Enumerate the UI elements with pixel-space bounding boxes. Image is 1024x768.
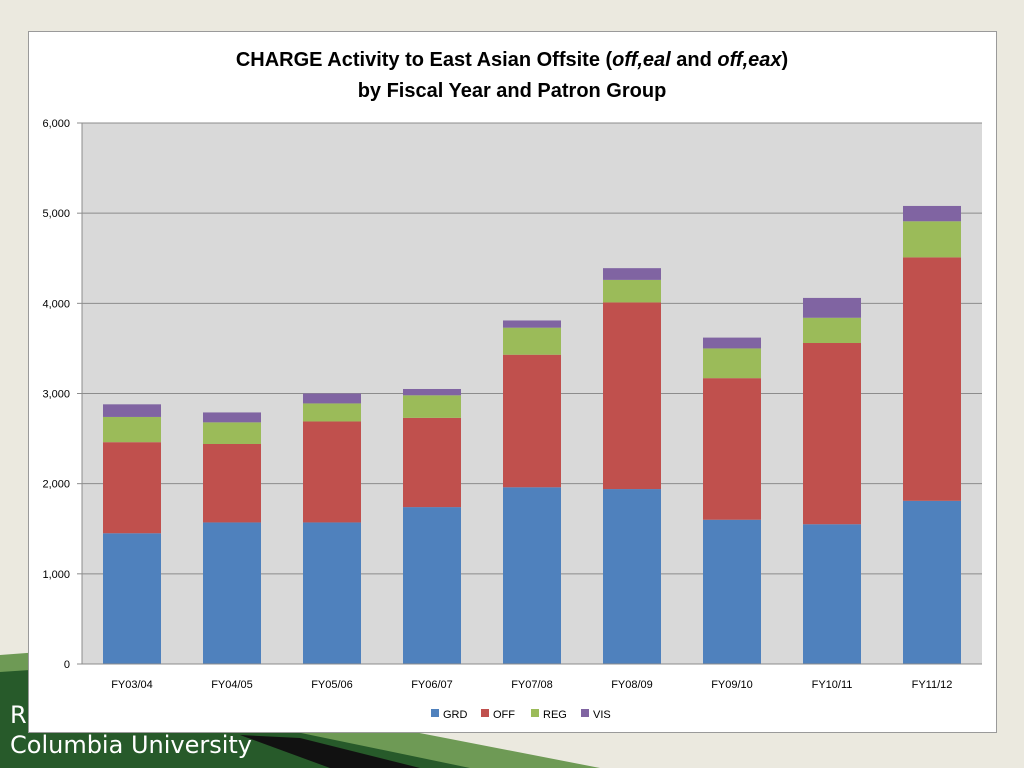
legend-swatch-off [481, 709, 489, 717]
chart-frame: CHARGE Activity to East Asian Offsite (o… [28, 31, 997, 733]
bar-segment-grd [303, 522, 361, 664]
bar-segment-reg [803, 317, 861, 344]
y-tick-label: 6,000 [42, 118, 70, 130]
y-tick-label: 4,000 [42, 298, 70, 310]
chart-title: CHARGE Activity to East Asian Offsite (o… [236, 49, 788, 102]
organization-line-1: R [10, 701, 27, 729]
x-tick-label: FY03/04 [111, 679, 153, 691]
bar-segment-grd [603, 489, 661, 664]
chart-title-span: CHARGE Activity to East Asian Offsite ( [236, 49, 613, 71]
bar-segment-reg [103, 416, 161, 443]
bar-segment-grd [103, 533, 161, 664]
x-tick-label: FY07/08 [511, 679, 553, 691]
bar-segment-off [203, 443, 261, 523]
bar-segment-grd [903, 500, 961, 664]
legend-label-off: OFF [493, 709, 515, 721]
chart-title-span: by Fiscal Year and Patron Group [358, 80, 667, 102]
bar-segment-off [803, 343, 861, 525]
y-axis: 0 1,000 2,000 3,000 4,000 5,000 6,000 [42, 118, 83, 671]
bar-segment-reg [603, 279, 661, 303]
bar-segment-off [503, 354, 561, 488]
x-tick-label: FY05/06 [311, 679, 353, 691]
bar-segment-grd [703, 519, 761, 664]
bar-segment-reg [503, 327, 561, 355]
bar-segment-off [103, 442, 161, 534]
bar-segment-off [703, 378, 761, 520]
bar-segment-vis [603, 268, 661, 280]
y-tick-label: 1,000 [42, 569, 70, 581]
bar-segment-off [403, 417, 461, 508]
legend-label-grd: GRD [443, 709, 468, 721]
bar-segment-off [903, 257, 961, 501]
bar-segment-grd [403, 507, 461, 664]
y-tick-label: 3,000 [42, 389, 70, 401]
bar-segment-reg [303, 403, 361, 422]
bar-segment-grd [203, 522, 261, 664]
x-tick-label: FY08/09 [611, 679, 653, 691]
bar-segment-vis [803, 297, 861, 318]
decor-black-band [240, 735, 420, 768]
bar-segment-vis [303, 393, 361, 404]
chart-title-span: off,eal [612, 49, 671, 71]
stacked-bar-chart: CHARGE Activity to East Asian Offsite (o… [42, 49, 982, 721]
bar-segment-vis [403, 388, 461, 396]
bar-segment-off [303, 421, 361, 523]
bar-segment-off [603, 302, 661, 490]
x-tick-label: FY04/05 [211, 679, 253, 691]
x-axis: FY03/04 FY04/05 FY05/06 FY06/07 FY07/08 FY08/… [82, 663, 982, 691]
legend-swatch-vis [581, 709, 589, 717]
bar-segment-vis [103, 404, 161, 417]
chart-title-line-1: CHARGE Activity to East Asian Offsite (o… [236, 49, 788, 71]
bar-segment-vis [703, 337, 761, 349]
bar-segment-reg [403, 395, 461, 418]
chart-title-line-2: by Fiscal Year and Patron Group [358, 80, 667, 102]
x-tick-label: FY11/12 [912, 679, 953, 691]
bar-segment-reg [703, 348, 761, 379]
legend: GRD OFF REG VIS [431, 709, 611, 721]
chart-title-span: off,eax [717, 49, 782, 71]
legend-swatch-reg [531, 709, 539, 717]
legend-swatch-grd [431, 709, 439, 717]
x-tick-label: FY10/11 [812, 679, 853, 691]
x-tick-label: FY06/07 [411, 679, 453, 691]
bar-segment-vis [203, 412, 261, 423]
x-tick-label: FY09/10 [711, 679, 753, 691]
bar-segment-reg [203, 422, 261, 444]
y-tick-label: 0 [64, 659, 70, 671]
legend-label-vis: VIS [593, 709, 611, 721]
chart-title-span: and [671, 49, 718, 71]
bar-segment-grd [803, 524, 861, 664]
bar-segment-reg [903, 221, 961, 258]
y-tick-label: 2,000 [42, 479, 70, 491]
bar-segment-vis [903, 205, 961, 222]
organization-line-2: Columbia University [10, 731, 253, 759]
bars [103, 205, 961, 664]
chart-title-span: ) [782, 49, 789, 71]
y-tick-label: 5,000 [42, 208, 70, 220]
bar-segment-grd [503, 487, 561, 664]
legend-label-reg: REG [543, 709, 567, 721]
bar-segment-vis [503, 320, 561, 328]
